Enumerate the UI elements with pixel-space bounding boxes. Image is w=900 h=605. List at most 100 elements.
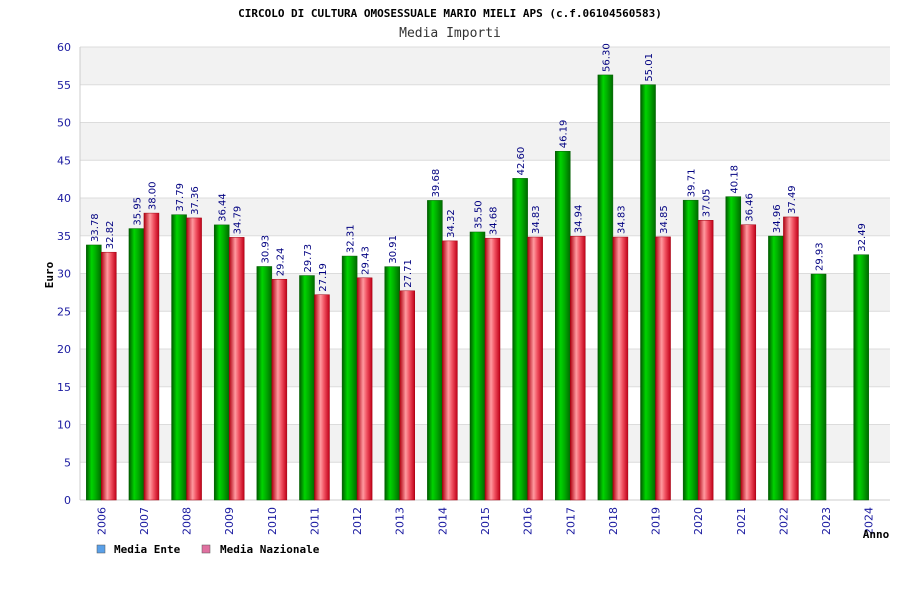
value-label-media-ente: 55.01 (644, 53, 655, 82)
bar-media-ente (640, 84, 656, 501)
value-label-media-nazionale: 27.71 (403, 259, 414, 288)
value-label-media-ente: 46.19 (559, 120, 570, 149)
value-label-media-ente: 35.50 (474, 200, 485, 229)
bar-media-ente (384, 266, 400, 501)
bar-media-nazionale (442, 240, 458, 501)
bar-media-nazionale (570, 235, 586, 501)
bar-media-nazionale (740, 224, 757, 501)
value-label-media-ente: 37.79 (175, 183, 186, 212)
bar-media-nazionale (783, 216, 799, 501)
value-label-media-ente: 32.31 (346, 224, 357, 253)
grid-band (80, 84, 890, 123)
bar-media-nazionale (186, 217, 202, 501)
x-tick-label: 2017 (564, 507, 577, 535)
y-tick-label: 40 (57, 192, 71, 205)
value-label-media-ente: 29.73 (303, 244, 314, 273)
bar-media-nazionale (527, 236, 543, 501)
y-tick-label: 50 (57, 117, 71, 130)
value-label-media-nazionale: 29.24 (275, 248, 286, 277)
y-tick-label: 5 (64, 456, 71, 469)
value-label-media-ente: 39.71 (687, 169, 698, 198)
x-tick-label: 2008 (181, 507, 194, 535)
x-tick-label: 2014 (436, 507, 449, 535)
value-label-media-nazionale: 37.49 (787, 185, 798, 214)
bar-media-ente (171, 214, 187, 501)
value-label-media-nazionale: 34.79 (233, 206, 244, 235)
value-label-media-nazionale: 34.83 (531, 205, 542, 234)
value-label-media-nazionale: 34.94 (574, 205, 585, 234)
value-label-media-ente: 36.44 (218, 193, 229, 222)
x-tick-label: 2016 (522, 507, 535, 535)
value-label-media-ente: 40.18 (729, 165, 740, 194)
x-tick-label: 2023 (820, 507, 833, 535)
bar-media-nazionale (356, 277, 373, 501)
value-label-media-ente: 42.60 (516, 147, 527, 176)
bar-media-ente (128, 228, 145, 501)
value-label-media-ente: 56.30 (601, 43, 612, 72)
legend-label-media-ente: Media Ente (114, 543, 181, 556)
bar-media-ente (512, 178, 528, 501)
bars-group: 33.78 32.82 35.95 38.00 37.79 37.36 36.44 34.79… (86, 43, 869, 501)
legend-swatch-media-ente (96, 544, 106, 554)
value-label-media-ente: 32.49 (857, 223, 868, 252)
bar-media-ente (427, 200, 443, 501)
chart-subtitle: Media Importi (399, 26, 501, 41)
value-label-media-ente: 30.91 (388, 235, 399, 264)
x-tick-label: 2022 (777, 507, 790, 535)
y-tick-label: 15 (57, 381, 71, 394)
bar-media-ente (555, 151, 571, 501)
y-axis-label: Euro (43, 261, 56, 288)
value-label-media-ente: 30.93 (260, 235, 271, 264)
bar-media-ente (86, 244, 102, 501)
x-tick-label: 2006 (95, 507, 108, 535)
bar-media-ente (469, 231, 486, 501)
value-label-media-nazionale: 27.19 (318, 263, 329, 292)
x-tick-label: 2018 (607, 507, 620, 535)
value-label-media-ente: 34.96 (772, 204, 783, 233)
value-label-media-nazionale: 34.83 (616, 205, 627, 234)
value-label-media-nazionale: 32.82 (105, 221, 116, 250)
bar-media-nazionale (228, 237, 245, 501)
bar-media-nazionale (101, 251, 117, 501)
value-label-media-ente: 33.78 (90, 213, 101, 242)
value-label-media-nazionale: 37.36 (190, 186, 201, 215)
bar-media-ente (256, 266, 273, 501)
bar-media-ente (853, 254, 869, 501)
x-tick-label: 2015 (479, 507, 492, 535)
bar-media-nazionale (484, 237, 501, 501)
legend-swatch-media-nazionale (201, 544, 211, 554)
value-label-media-ente: 39.68 (431, 169, 442, 198)
x-tick-label: 2012 (351, 507, 364, 535)
x-tick-label: 2009 (223, 507, 236, 535)
bar-media-nazionale (697, 220, 714, 501)
x-tick-label: 2011 (308, 507, 321, 535)
bar-media-ente (213, 224, 230, 501)
value-label-media-nazionale: 34.32 (446, 209, 457, 238)
grid-band (80, 160, 890, 198)
y-tick-label: 20 (57, 343, 71, 356)
x-axis-ticks: 2006 2007 2008 2009 2010 2011 2012 2013 2014 2015… (95, 507, 875, 535)
y-tick-label: 10 (57, 419, 71, 432)
y-tick-label: 60 (57, 41, 71, 54)
y-tick-label: 35 (57, 230, 71, 243)
value-label-media-ente: 35.95 (132, 197, 143, 226)
bar-media-ente (810, 273, 827, 501)
bar-media-ente (299, 275, 315, 501)
value-label-media-nazionale: 34.68 (489, 207, 500, 236)
bar-media-nazionale (655, 236, 671, 501)
bar-media-nazionale (271, 278, 288, 501)
bar-media-nazionale (143, 212, 160, 501)
bar-media-nazionale (314, 294, 330, 501)
x-axis-label: Anno (863, 528, 890, 541)
y-tick-label: 0 (64, 494, 71, 507)
value-label-media-nazionale: 34.85 (659, 205, 670, 234)
y-tick-label: 55 (57, 79, 71, 92)
x-tick-label: 2020 (692, 507, 705, 535)
chart-title: CIRCOLO DI CULTURA OMOSESSUALE MARIO MIE… (238, 7, 662, 20)
y-axis-ticks: 0 5 10 15 20 25 30 35 40 45 50 55 60 (57, 41, 71, 507)
value-label-media-nazionale: 36.46 (744, 193, 755, 222)
bar-media-nazionale (612, 236, 629, 501)
x-tick-label: 2010 (266, 507, 279, 535)
